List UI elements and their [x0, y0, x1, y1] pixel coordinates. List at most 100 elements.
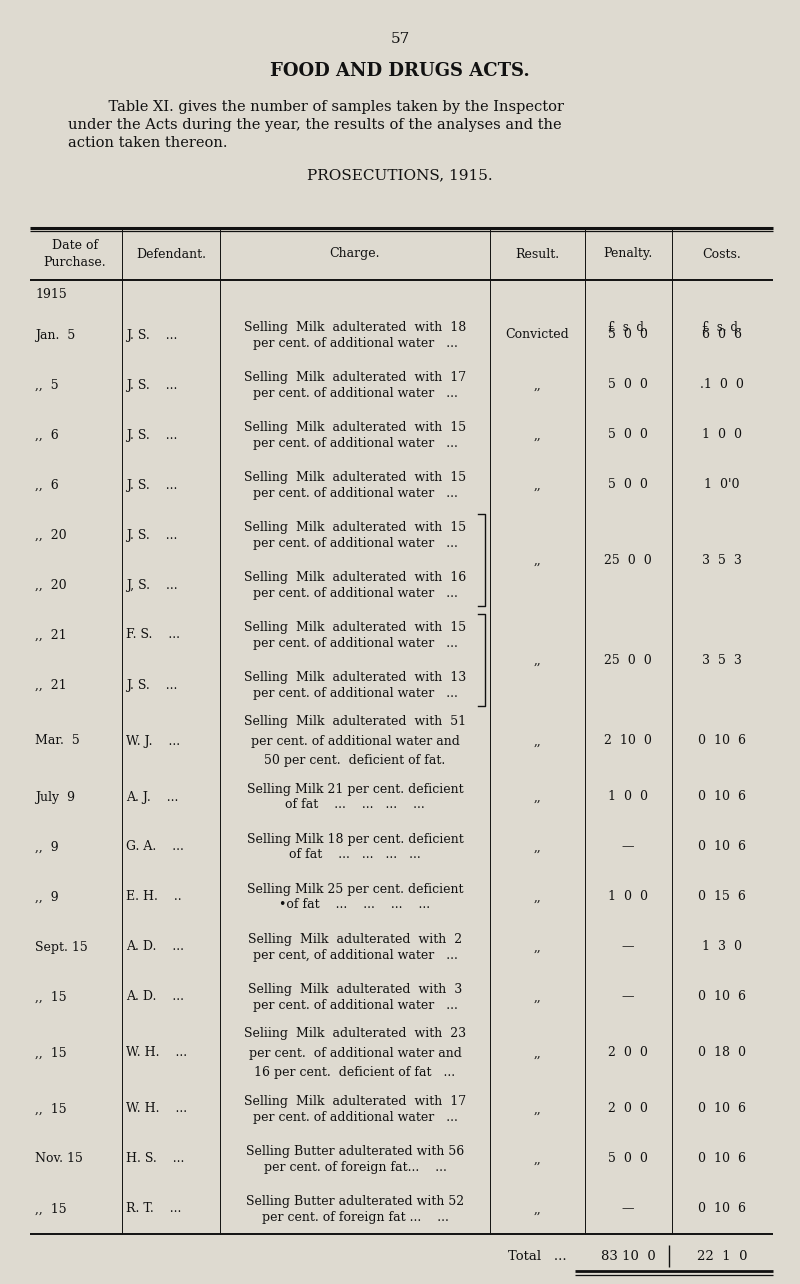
Text: ,,  5: ,, 5: [35, 379, 58, 392]
Text: per cent. of foreign fat ...    ...: per cent. of foreign fat ... ...: [262, 1211, 449, 1224]
Text: Result.: Result.: [515, 248, 559, 261]
Text: 25  0  0: 25 0 0: [604, 553, 652, 566]
Text: 5  0  0: 5 0 0: [608, 479, 648, 492]
Text: A. J.    ...: A. J. ...: [126, 791, 178, 804]
Text: per cent. of additional water   ...: per cent. of additional water ...: [253, 587, 458, 600]
Text: ,,: ,,: [533, 379, 541, 392]
Text: Date of
Purchase.: Date of Purchase.: [44, 239, 106, 270]
Text: H. S.    ...: H. S. ...: [126, 1153, 184, 1166]
Text: 0  10  6: 0 10 6: [698, 1103, 746, 1116]
Text: —: —: [622, 940, 634, 954]
Text: E. H.    ..: E. H. ..: [126, 891, 182, 904]
Text: ,,  6: ,, 6: [35, 429, 58, 442]
Text: Selling  Milk  adulterated  with  16: Selling Milk adulterated with 16: [244, 570, 466, 583]
Text: 0  10  6: 0 10 6: [698, 1203, 746, 1216]
Text: ,,  15: ,, 15: [35, 1103, 66, 1116]
Text: per cent. of additional water   ...: per cent. of additional water ...: [253, 637, 458, 650]
Text: ,,  15: ,, 15: [35, 990, 66, 1004]
Text: Selling  Milk  adulterated  with  15: Selling Milk adulterated with 15: [244, 470, 466, 484]
Text: Nov. 15: Nov. 15: [35, 1153, 83, 1166]
Text: Selling  Milk  adulterated  with  17: Selling Milk adulterated with 17: [244, 371, 466, 384]
Text: Selling  Milk  adulterated  with  13: Selling Milk adulterated with 13: [244, 670, 466, 683]
Text: A. D.    ...: A. D. ...: [126, 990, 184, 1004]
Text: 1  3  0: 1 3 0: [702, 940, 742, 954]
Text: ,,: ,,: [533, 990, 541, 1004]
Text: •of fat    ...    ...    ...    ...: •of fat ... ... ... ...: [279, 899, 430, 912]
Text: 50 per cent.  deficient of fat.: 50 per cent. deficient of fat.: [264, 754, 446, 768]
Text: per cent. of additional water   ...: per cent. of additional water ...: [253, 336, 458, 349]
Text: —: —: [622, 841, 634, 854]
Text: ,,: ,,: [533, 479, 541, 492]
Text: 0  10  6: 0 10 6: [698, 841, 746, 854]
Text: J. S.    ...: J. S. ...: [126, 678, 178, 692]
Text: W. J.    ...: W. J. ...: [126, 734, 180, 747]
Text: ,,: ,,: [533, 734, 541, 747]
Text: per cent. of additional water and: per cent. of additional water and: [250, 734, 459, 747]
Text: J. S.    ...: J. S. ...: [126, 379, 178, 392]
Text: Total   ...: Total ...: [508, 1249, 566, 1262]
Text: 2  10  0: 2 10 0: [604, 734, 652, 747]
Text: 3  5  3: 3 5 3: [702, 654, 742, 666]
Text: Selling  Milk  adulterated  with  18: Selling Milk adulterated with 18: [244, 321, 466, 334]
Text: 2  0  0: 2 0 0: [608, 1103, 648, 1116]
Text: £  s. d.: £ s. d.: [702, 321, 742, 334]
Text: 0  15  6: 0 15 6: [698, 891, 746, 904]
Text: Table XI. gives the number of samples taken by the Inspector: Table XI. gives the number of samples ta…: [90, 100, 564, 114]
Text: Seliing  Milk  adulterated  with  23: Seliing Milk adulterated with 23: [244, 1027, 466, 1040]
Text: ,,: ,,: [533, 1103, 541, 1116]
Text: FOOD AND DRUGS ACTS.: FOOD AND DRUGS ACTS.: [270, 62, 530, 80]
Text: Selling  Milk  adulterated  with  15: Selling Milk adulterated with 15: [244, 520, 466, 533]
Text: ,,  20: ,, 20: [35, 579, 66, 592]
Text: per cent. of additional water   ...: per cent. of additional water ...: [253, 487, 458, 499]
Text: W. H.    ...: W. H. ...: [126, 1103, 187, 1116]
Text: J, S.    ...: J, S. ...: [126, 579, 178, 592]
Text: Selling  Milk  adulterated  with  15: Selling Milk adulterated with 15: [244, 620, 466, 633]
Text: 5  0  0: 5 0 0: [608, 379, 648, 392]
Text: —: —: [622, 1203, 634, 1216]
Text: PROSECUTIONS, 1915.: PROSECUTIONS, 1915.: [307, 168, 493, 182]
Text: under the Acts during the year, the results of the analyses and the: under the Acts during the year, the resu…: [68, 118, 562, 132]
Text: 25  0  0: 25 0 0: [604, 654, 652, 666]
Text: ,,: ,,: [533, 891, 541, 904]
Text: 1  0'0: 1 0'0: [704, 479, 740, 492]
Text: Selling  Milk  adulterated  with  15: Selling Milk adulterated with 15: [244, 420, 466, 434]
Text: July  9: July 9: [35, 791, 75, 804]
Text: 3  5  3: 3 5 3: [702, 553, 742, 566]
Text: Defendant.: Defendant.: [136, 248, 206, 261]
Text: 57: 57: [390, 32, 410, 46]
Text: 1  0  0: 1 0 0: [608, 791, 648, 804]
Text: 5  0  0: 5 0 0: [608, 429, 648, 442]
Text: 1  0  0: 1 0 0: [702, 429, 742, 442]
Text: F. S.    ...: F. S. ...: [126, 628, 180, 642]
Text: ,,: ,,: [533, 553, 541, 566]
Text: per cent, of additional water   ...: per cent, of additional water ...: [253, 949, 458, 962]
Text: G. A.    ...: G. A. ...: [126, 841, 184, 854]
Text: ,,: ,,: [533, 1153, 541, 1166]
Text: ,,  9: ,, 9: [35, 891, 58, 904]
Text: W. H.    ...: W. H. ...: [126, 1046, 187, 1059]
Text: —: —: [622, 990, 634, 1004]
Text: Costs.: Costs.: [702, 248, 742, 261]
Text: Selling Milk 25 per cent. deficient: Selling Milk 25 per cent. deficient: [246, 882, 463, 895]
Text: Selling Butter adulterated with 52: Selling Butter adulterated with 52: [246, 1194, 464, 1207]
Text: 2  0  0: 2 0 0: [608, 1046, 648, 1059]
Text: .1  0  0: .1 0 0: [700, 379, 744, 392]
Text: ,,: ,,: [533, 791, 541, 804]
Text: ,,: ,,: [533, 1203, 541, 1216]
Text: Mar.  5: Mar. 5: [35, 734, 80, 747]
Text: 16 per cent.  deficient of fat   ...: 16 per cent. deficient of fat ...: [254, 1066, 455, 1080]
Text: Sept. 15: Sept. 15: [35, 940, 88, 954]
Text: J. S.    ...: J. S. ...: [126, 529, 178, 542]
Text: J. S.    ...: J. S. ...: [126, 479, 178, 492]
Text: per cent. of additional water   ...: per cent. of additional water ...: [253, 537, 458, 550]
Text: 0  10  6: 0 10 6: [698, 734, 746, 747]
Text: Selling  Milk  adulterated  with  2: Selling Milk adulterated with 2: [248, 932, 462, 945]
Text: ,,: ,,: [533, 1046, 541, 1059]
Text: per cent. of additional water   ...: per cent. of additional water ...: [253, 1111, 458, 1124]
Text: 0  10  6: 0 10 6: [698, 791, 746, 804]
Text: 5  0  0: 5 0 0: [608, 1153, 648, 1166]
Text: of fat    ...   ...   ...   ...: of fat ... ... ... ...: [289, 849, 421, 862]
Text: 5  0  0: 5 0 0: [608, 329, 648, 342]
Text: ,,: ,,: [533, 940, 541, 954]
Text: Selling  Milk  adulterated  with  3: Selling Milk adulterated with 3: [248, 982, 462, 995]
